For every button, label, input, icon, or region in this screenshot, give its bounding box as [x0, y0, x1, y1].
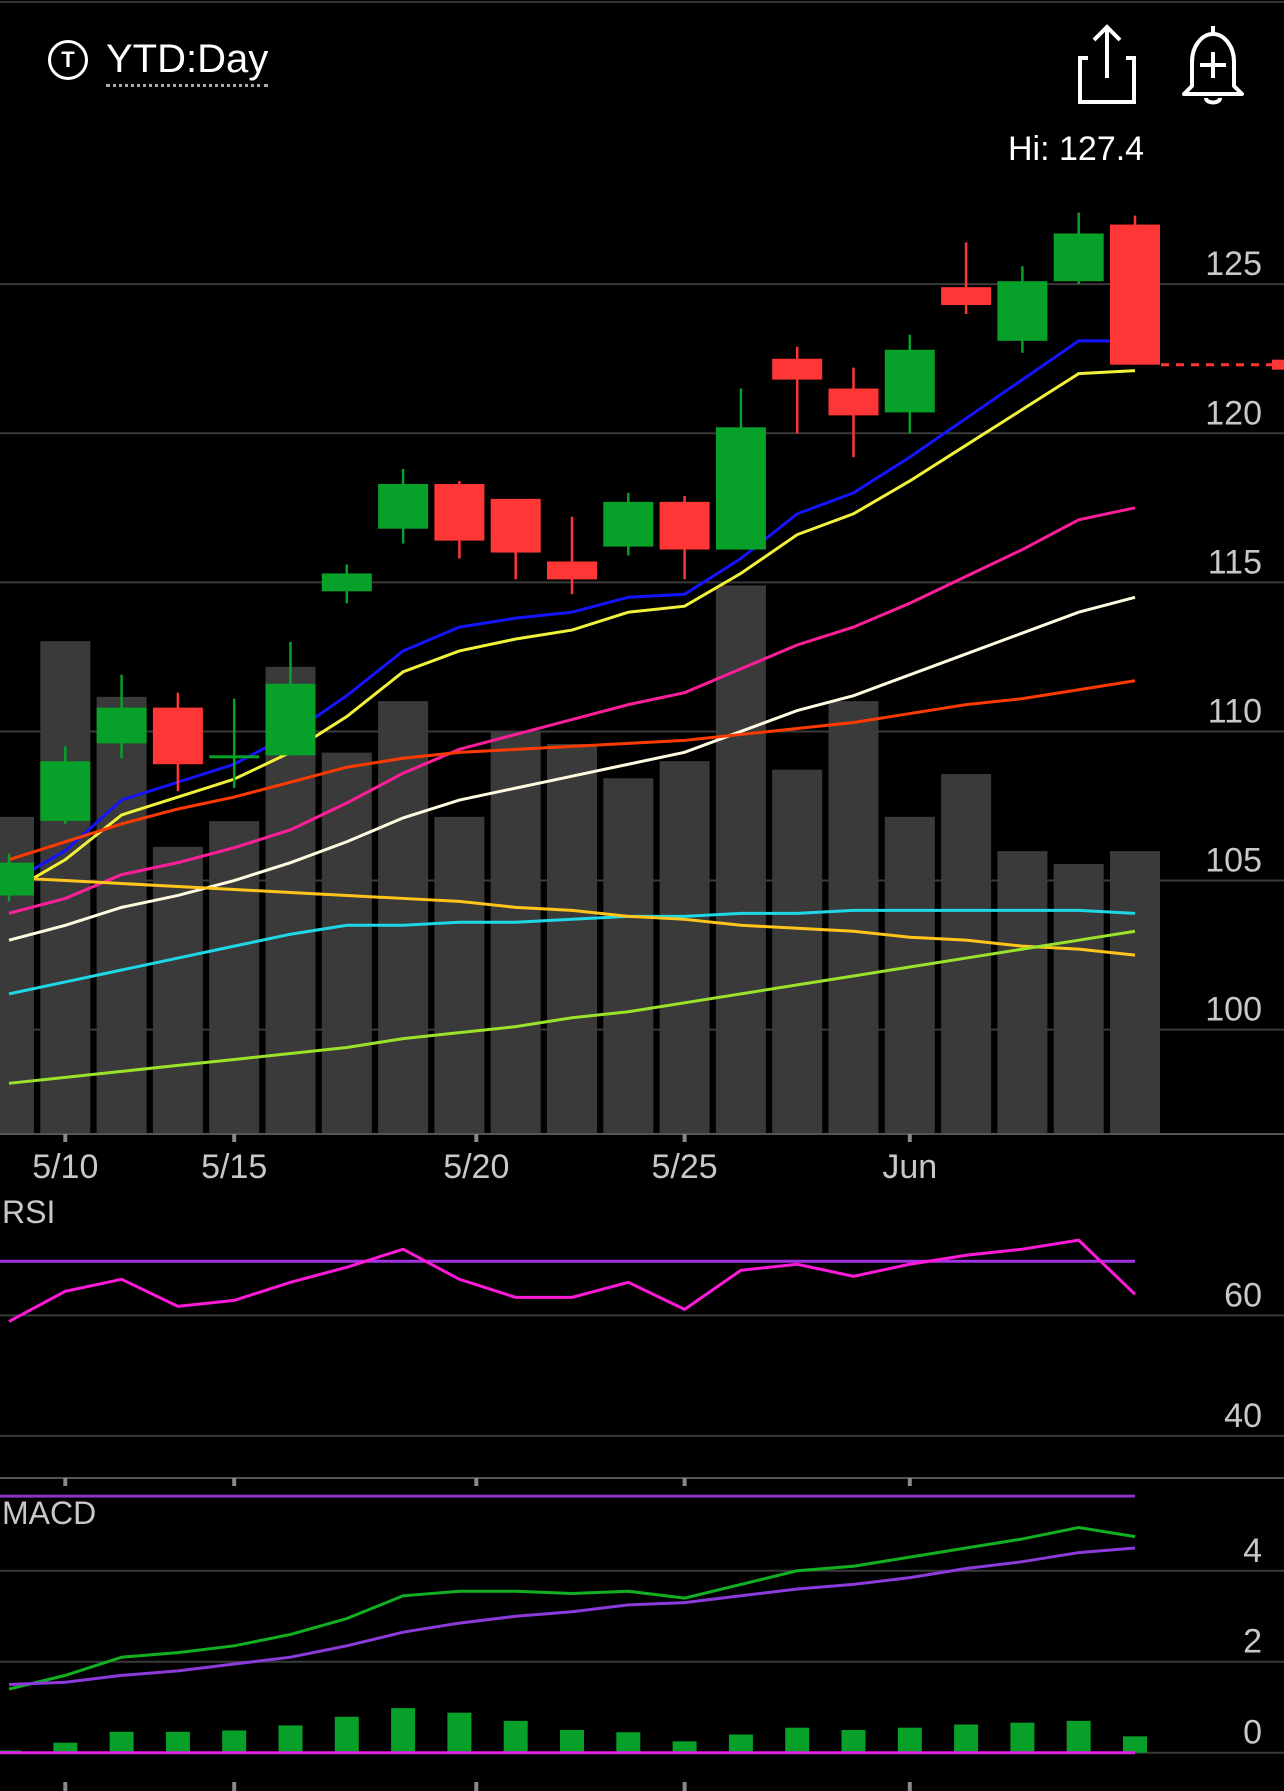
volume-bar [209, 821, 260, 1134]
volume-bar [772, 769, 823, 1134]
x-axis-label: 5/10 [32, 1148, 98, 1186]
candle-body [1110, 224, 1160, 365]
volume-bar [997, 851, 1048, 1134]
macd-histogram-bar [897, 1727, 922, 1753]
macd-histogram-bar [672, 1741, 697, 1753]
price-axis-label: 115 [1208, 543, 1262, 581]
alert-button[interactable] [1178, 22, 1248, 108]
chart-header: T YTD:Day [0, 0, 1284, 130]
candle-body [884, 349, 935, 413]
candle-body [152, 707, 203, 765]
macd-histogram-bar [53, 1742, 78, 1753]
macd-histogram-bar [165, 1731, 190, 1753]
candle-body [997, 281, 1048, 341]
macd-histogram-bar [278, 1725, 303, 1753]
price-axis-label: 100 [1205, 991, 1262, 1029]
volume-bar [434, 816, 485, 1134]
macd-histogram-bar [1123, 1736, 1147, 1753]
macd-histogram-bar [109, 1731, 134, 1753]
moving-average-line [8, 595, 1136, 942]
candle-body [772, 358, 823, 380]
macd-histogram-bar [616, 1732, 641, 1753]
macd-histogram-bar [503, 1720, 528, 1753]
macd-histogram-bar [1066, 1720, 1091, 1753]
macd-axis-label: 2 [1243, 1623, 1262, 1661]
candle-body [715, 427, 766, 550]
macd-histogram-bar [728, 1734, 753, 1753]
price-axis-label: 120 [1205, 394, 1262, 432]
candle-body [659, 501, 710, 550]
x-axis-label: Jun [882, 1148, 937, 1186]
moving-average-line [8, 679, 1136, 862]
moving-average-line [8, 506, 1136, 915]
rsi-line [8, 1238, 1137, 1323]
rsi-axis-label: 40 [1224, 1397, 1262, 1435]
macd-histogram-bar [560, 1729, 584, 1753]
range-selector[interactable]: YTD:Day [106, 36, 269, 87]
volume-bar [1053, 864, 1104, 1134]
price-axis-label: 125 [1205, 245, 1262, 283]
macd-histogram-bar [785, 1727, 810, 1753]
candle-body [209, 755, 260, 759]
ticker-t-icon[interactable]: T [48, 40, 88, 80]
volume-bar [40, 641, 91, 1134]
moving-average-line [8, 369, 1136, 894]
volume-bar [96, 696, 147, 1134]
x-axis-label: 5/25 [652, 1148, 718, 1186]
volume-bar [1110, 851, 1160, 1134]
share-icon [1078, 24, 1136, 104]
volume-bar [547, 744, 597, 1134]
volume-bar [828, 701, 879, 1134]
last-price-marker [1272, 359, 1284, 370]
macd-histogram-bar [1010, 1722, 1035, 1753]
candle-body [96, 707, 147, 744]
price-axis-label: 105 [1205, 842, 1262, 880]
high-price-label: Hi: 127.4 [1008, 130, 1145, 168]
moving-average-line [8, 929, 1136, 1085]
volume-bar [603, 778, 654, 1134]
moving-average-line [8, 339, 1135, 885]
candle-body [378, 483, 429, 529]
candle-body [40, 761, 91, 821]
share-button[interactable] [1072, 22, 1142, 108]
x-axis-label: 5/20 [443, 1148, 509, 1186]
macd-axis-label: 4 [1243, 1532, 1262, 1570]
volume-bar [490, 731, 541, 1134]
macd-histogram-bar [334, 1716, 359, 1753]
candle-body [603, 501, 654, 547]
moving-average-line [8, 876, 1136, 957]
macd-axis-label: 0 [1243, 1714, 1262, 1752]
candle-body [941, 287, 992, 306]
rsi-title: RSI [2, 1194, 55, 1230]
candle-body [434, 483, 485, 541]
macd-histogram-bar [391, 1708, 416, 1753]
candle-body [265, 683, 316, 756]
macd-histogram-bar [222, 1730, 247, 1753]
candle-body [828, 388, 879, 416]
volume-bar [321, 752, 372, 1134]
volume-bar [884, 816, 935, 1134]
candle-body [321, 573, 372, 592]
candle-body [1053, 233, 1104, 282]
macd-histogram-bar [447, 1712, 472, 1753]
macd-line [8, 1546, 1136, 1686]
candle-body [490, 498, 541, 553]
moving-average-line [8, 908, 1136, 996]
x-axis-label: 5/15 [201, 1148, 267, 1186]
alert-bell-plus-icon [1182, 26, 1244, 105]
rsi-axis-label: 60 [1224, 1276, 1262, 1314]
macd-line [8, 1526, 1136, 1691]
macd-histogram-bar [954, 1724, 979, 1753]
candle-body [547, 561, 597, 580]
volume-bar [659, 761, 710, 1134]
candle-body [0, 862, 34, 896]
macd-histogram-bar [841, 1729, 866, 1753]
price-axis-label: 110 [1208, 692, 1262, 730]
macd-title: MACD [2, 1495, 96, 1531]
